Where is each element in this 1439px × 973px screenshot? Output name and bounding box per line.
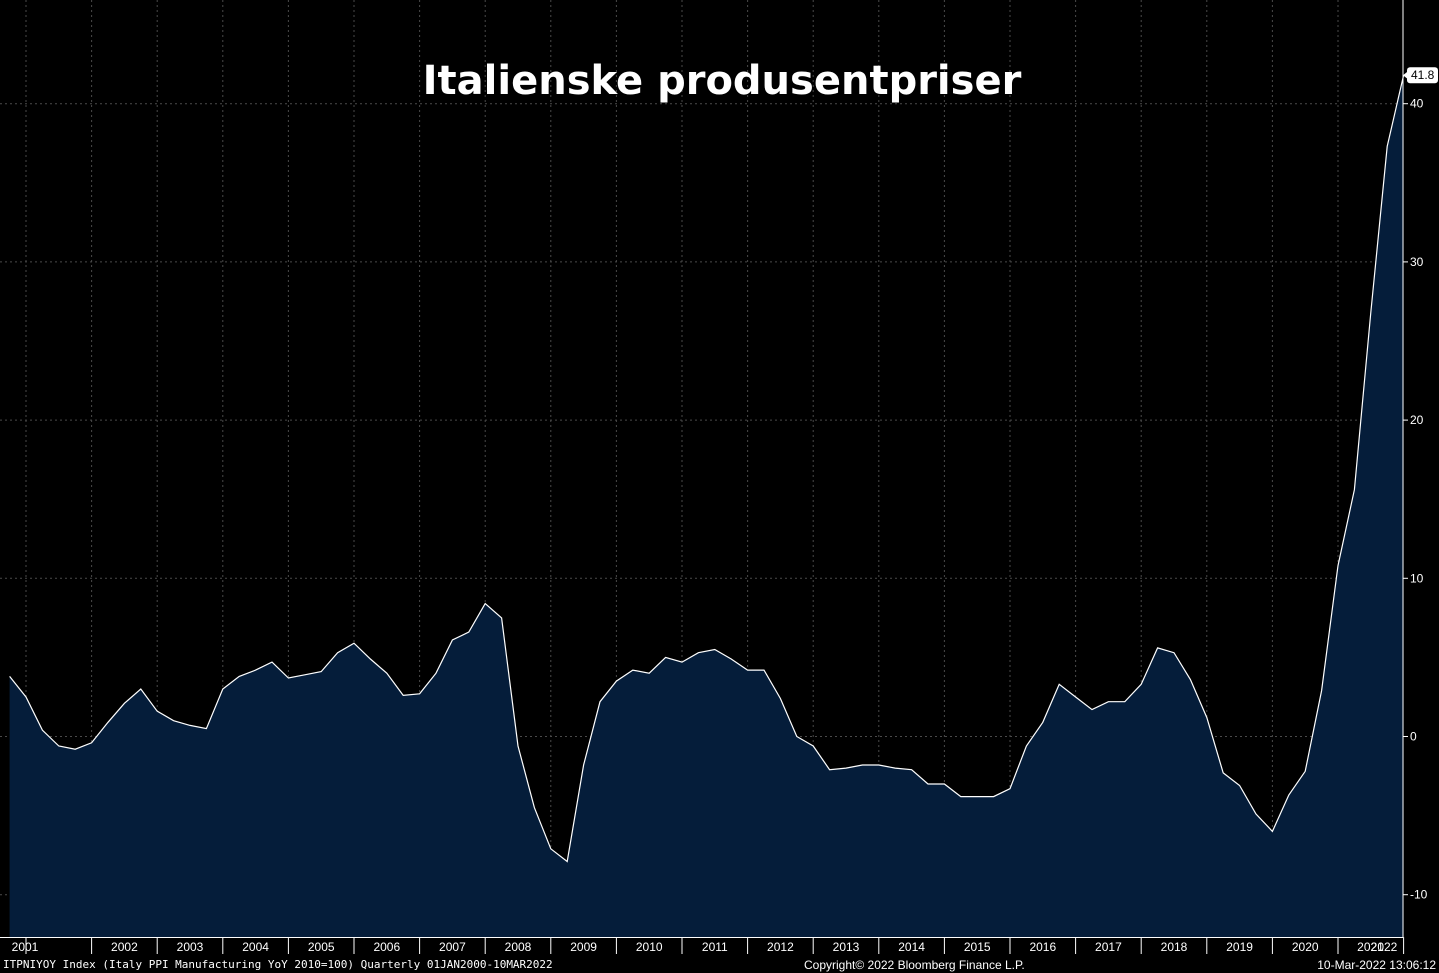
xtick-label: 2005 — [308, 940, 335, 954]
footer-copyright: Copyright© 2022 Bloomberg Finance L.P. — [804, 958, 1025, 972]
last-value-pointer — [1403, 71, 1408, 80]
xtick-label: 2014 — [898, 940, 925, 954]
xtick-label: 2007 — [439, 940, 466, 954]
ytick-label: 20 — [1410, 413, 1424, 427]
xtick-label: 2018 — [1161, 940, 1188, 954]
xtick-label: 2009 — [570, 940, 597, 954]
footer-source: ITPNIYOY Index (Italy PPI Manufacturing … — [3, 958, 553, 971]
xtick-label: 2011 — [702, 940, 728, 954]
xtick-label: 2019 — [1226, 940, 1253, 954]
xtick-label: 2016 — [1029, 940, 1056, 954]
chart-title: Italienske produsentpriser — [423, 58, 1022, 104]
ytick-label: 0 — [1410, 730, 1417, 744]
xtick-label: 2021 — [1357, 940, 1384, 954]
xtick-label: 2013 — [833, 940, 860, 954]
xtick-label: 2015 — [964, 940, 991, 954]
series-line — [9, 75, 1405, 863]
xtick-label: 2022 — [1371, 940, 1398, 954]
area-fill — [9, 75, 1404, 937]
xtick-label: 2017 — [1095, 940, 1122, 954]
last-value-label: 41.8 — [1403, 67, 1438, 84]
ytick-label: 40 — [1410, 97, 1424, 111]
series-area — [9, 75, 1405, 937]
xtick-label: 2001 — [12, 940, 39, 954]
last-value-text: 41.8 — [1411, 68, 1435, 82]
x-axis: 2001 2002 2003 2004 2005 2006 2007 2008 2009 2010… — [0, 937, 1405, 954]
ytick-label: -10 — [1410, 888, 1428, 902]
y-axis: -10 0 10 20 30 40 — [1402, 0, 1428, 937]
ytick-label: 10 — [1410, 571, 1424, 585]
xtick-label: 2008 — [505, 940, 532, 954]
xtick-label: 2003 — [177, 940, 204, 954]
last-value-tag — [1407, 67, 1438, 84]
xtick-label: 2020 — [1292, 940, 1319, 954]
xtick-label: 2004 — [242, 940, 269, 954]
xtick-label: 2006 — [373, 940, 400, 954]
xtick-label: 2010 — [636, 940, 663, 954]
ytick-label: 30 — [1410, 255, 1424, 269]
xtick-label: 2002 — [111, 940, 138, 954]
footer-timestamp: 10-Mar-2022 13:06:12 — [1317, 958, 1436, 972]
xtick-label: 2012 — [767, 940, 794, 954]
